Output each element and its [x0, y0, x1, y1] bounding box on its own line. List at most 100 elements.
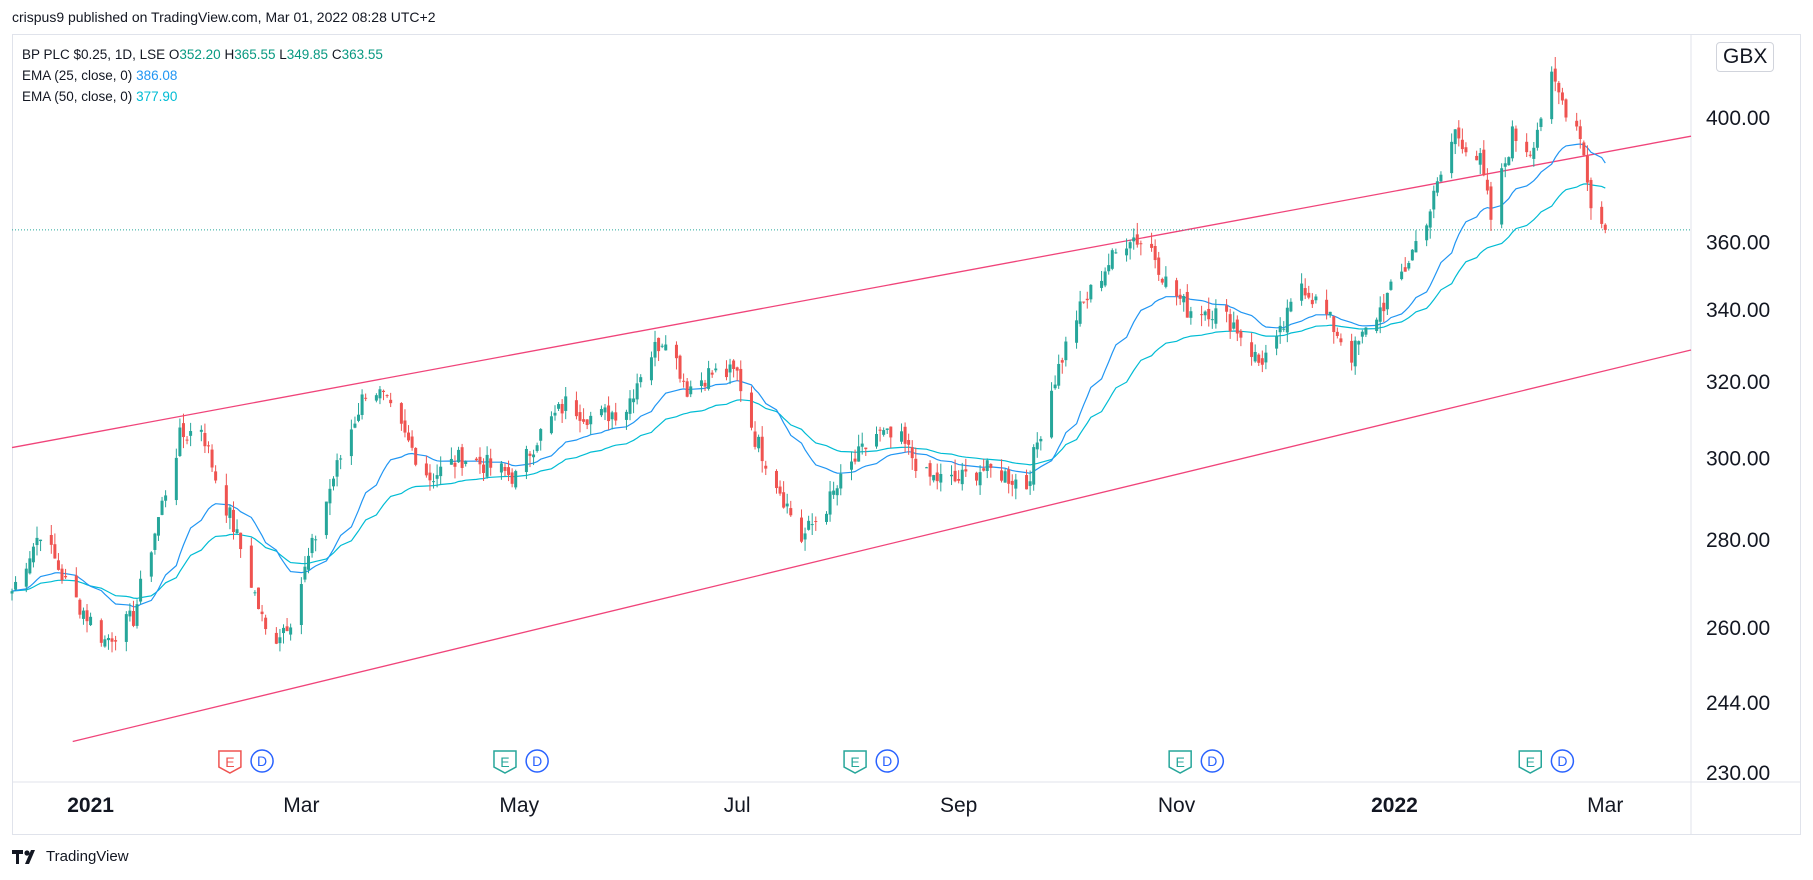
candle — [950, 465, 954, 486]
legend-high-label: H — [224, 47, 235, 62]
candle — [560, 399, 564, 423]
candle — [56, 553, 60, 571]
candle — [131, 600, 135, 628]
candle — [749, 386, 753, 431]
candle — [357, 403, 361, 423]
candle — [1010, 474, 1014, 497]
earnings-event-marker[interactable]: E — [843, 750, 867, 774]
candle — [85, 604, 89, 633]
candle — [803, 527, 807, 551]
time-tick-label: May — [499, 794, 539, 817]
dividend-event-marker[interactable]: D — [525, 749, 549, 773]
candle — [328, 479, 332, 516]
candle — [285, 618, 289, 632]
candle — [1389, 279, 1393, 291]
candle — [578, 404, 582, 433]
candle — [1335, 327, 1339, 339]
candle — [839, 464, 843, 496]
candle — [199, 425, 203, 442]
candle — [1085, 291, 1089, 309]
candle — [1150, 232, 1154, 252]
legend-low-label: L — [279, 47, 287, 62]
legend-ema50-value: 377.90 — [136, 89, 178, 104]
candle — [1235, 315, 1239, 342]
candle — [649, 351, 653, 386]
candle — [724, 360, 728, 381]
candle — [1535, 122, 1539, 151]
svg-text:D: D — [1557, 753, 1567, 769]
candle — [928, 460, 932, 486]
candle — [699, 372, 703, 393]
price-tick-label: 360.00 — [1706, 232, 1770, 255]
candle — [114, 635, 118, 651]
chart-frame[interactable] — [12, 34, 1801, 835]
legend-ema25-row[interactable]: EMA (25, close, 0) 386.08 — [22, 65, 383, 86]
candle — [124, 611, 128, 652]
candle — [1275, 329, 1279, 356]
candle — [1382, 293, 1386, 323]
candle — [953, 459, 957, 483]
candle — [1528, 150, 1532, 158]
dividend-event-marker[interactable]: D — [1550, 749, 1575, 773]
dividend-event-marker[interactable]: D — [875, 749, 899, 773]
earnings-event-marker[interactable]: E — [493, 750, 517, 774]
earnings-event-marker[interactable]: E — [1168, 750, 1192, 774]
candle — [74, 567, 78, 598]
candle — [678, 354, 682, 383]
candle — [1160, 277, 1164, 285]
earnings-event-marker[interactable]: E — [1518, 750, 1542, 774]
candle — [110, 632, 114, 653]
candle — [789, 500, 793, 517]
candle — [939, 463, 943, 492]
candle — [432, 473, 436, 489]
candle — [403, 409, 407, 438]
candle — [1564, 98, 1568, 122]
candle — [1110, 248, 1114, 271]
candle — [1350, 333, 1354, 371]
legend-ema50-row[interactable]: EMA (50, close, 0) 377.90 — [22, 86, 383, 107]
candle — [239, 532, 243, 558]
candle — [1328, 311, 1332, 318]
candle — [139, 570, 143, 604]
candle — [99, 618, 103, 647]
candle — [674, 341, 678, 370]
tradingview-logo[interactable]: TradingView — [12, 848, 129, 865]
candle — [1307, 285, 1311, 300]
candle — [1007, 466, 1011, 494]
candle — [1125, 238, 1129, 262]
candle — [1378, 296, 1382, 334]
candle — [1353, 336, 1357, 375]
candle — [1525, 133, 1529, 158]
candle — [1178, 288, 1182, 305]
candle — [624, 409, 628, 430]
candle — [1439, 171, 1443, 183]
candle — [1207, 297, 1211, 327]
candle — [1053, 375, 1057, 390]
candle — [156, 517, 160, 541]
earnings-event-marker[interactable]: E — [218, 750, 242, 774]
candle — [582, 408, 586, 424]
candle — [49, 525, 53, 554]
currency-badge[interactable]: GBX — [1716, 42, 1775, 72]
candle — [653, 330, 657, 367]
candle — [1239, 329, 1243, 347]
time-tick-label: Sep — [940, 794, 977, 817]
candle — [853, 449, 857, 465]
candle — [900, 423, 904, 445]
candle — [1575, 112, 1579, 131]
candle — [335, 453, 339, 487]
candle — [428, 464, 432, 491]
candle — [935, 463, 939, 490]
candle — [1503, 157, 1507, 178]
dividend-event-marker[interactable]: D — [1200, 749, 1225, 773]
candle — [1064, 336, 1068, 367]
candle — [982, 458, 986, 472]
candle — [539, 428, 543, 451]
candle — [407, 425, 411, 443]
candle — [1050, 382, 1054, 439]
candle — [499, 460, 503, 480]
dividend-event-marker[interactable]: D — [250, 749, 274, 773]
time-tick-label: Mar — [283, 794, 319, 817]
price-tick-label: 300.00 — [1706, 447, 1770, 470]
